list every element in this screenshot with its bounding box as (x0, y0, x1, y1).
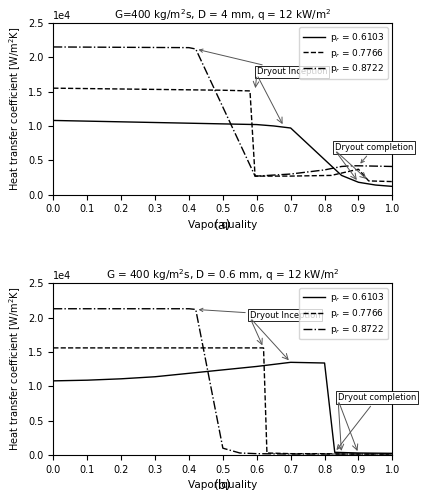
p$_r$ = 0.8722 (237, 450, 242, 456)
p$_r$ = 0.8722 (322, 167, 327, 173)
p$_r$ = 0.7766 (390, 178, 395, 184)
Text: Dryout Inception: Dryout Inception (199, 49, 327, 76)
p$_r$ = 0.6103 (356, 180, 361, 186)
p$_r$ = 0.7766 (261, 345, 266, 351)
p$_r$ = 0.7766 (390, 451, 395, 457)
Text: Dryout completion: Dryout completion (335, 143, 413, 163)
p$_r$ = 0.6103 (254, 122, 259, 128)
p$_r$ = 0.8722 (254, 450, 259, 456)
Y-axis label: Heat transfer coefficient [W/m$^2$K]: Heat transfer coefficient [W/m$^2$K] (7, 26, 23, 191)
p$_r$ = 0.6103 (271, 123, 276, 129)
p$_r$ = 0.6103 (332, 450, 337, 456)
p$_r$ = 0.7766 (252, 173, 258, 179)
p$_r$ = 0.7766 (220, 345, 225, 351)
p$_r$ = 0.6103 (288, 360, 293, 366)
p$_r$ = 0.6103 (356, 450, 361, 456)
p$_r$ = 0.7766 (356, 451, 361, 457)
Line: p$_r$ = 0.7766: p$_r$ = 0.7766 (53, 88, 392, 182)
p$_r$ = 0.6103 (271, 362, 276, 368)
p$_r$ = 0.7766 (288, 450, 293, 456)
Line: p$_r$ = 0.7766: p$_r$ = 0.7766 (53, 348, 392, 454)
p$_r$ = 0.8722 (187, 306, 192, 312)
p$_r$ = 0.8722 (254, 173, 259, 179)
p$_r$ = 0.6103 (153, 374, 158, 380)
p$_r$ = 0.8722 (51, 44, 56, 50)
p$_r$ = 0.6103 (390, 184, 395, 190)
p$_r$ = 0.7766 (51, 345, 56, 351)
Text: Dryout completion: Dryout completion (337, 393, 416, 450)
p$_r$ = 0.7766 (339, 451, 344, 457)
p$_r$ = 0.7766 (356, 166, 361, 172)
Line: p$_r$ = 0.6103: p$_r$ = 0.6103 (53, 362, 392, 454)
p$_r$ = 0.8722 (187, 44, 192, 51)
p$_r$ = 0.6103 (85, 377, 90, 383)
Line: p$_r$ = 0.6103: p$_r$ = 0.6103 (53, 120, 392, 186)
Line: p$_r$ = 0.8722: p$_r$ = 0.8722 (53, 308, 392, 454)
p$_r$ = 0.6103 (254, 364, 259, 370)
p$_r$ = 0.8722 (390, 451, 395, 457)
p$_r$ = 0.8722 (288, 171, 293, 177)
p$_r$ = 0.8722 (220, 445, 225, 451)
p$_r$ = 0.7766 (329, 172, 334, 178)
X-axis label: Vapor quality: Vapor quality (188, 480, 258, 490)
p$_r$ = 0.6103 (119, 376, 124, 382)
p$_r$ = 0.8722 (390, 164, 395, 170)
p$_r$ = 0.8722 (252, 173, 258, 179)
p$_r$ = 0.6103 (390, 450, 395, 456)
p$_r$ = 0.6103 (322, 360, 327, 366)
p$_r$ = 0.8722 (356, 451, 361, 457)
p$_r$ = 0.7766 (220, 87, 225, 93)
p$_r$ = 0.7766 (322, 450, 327, 456)
Text: Dryout Inception: Dryout Inception (200, 308, 320, 320)
p$_r$ = 0.8722 (193, 46, 198, 52)
p$_r$ = 0.8722 (288, 451, 293, 457)
p$_r$ = 0.8722 (356, 163, 361, 169)
p$_r$ = 0.8722 (339, 164, 344, 170)
p$_r$ = 0.7766 (51, 85, 56, 91)
p$_r$ = 0.8722 (51, 306, 56, 312)
p$_r$ = 0.7766 (288, 173, 293, 179)
p$_r$ = 0.8722 (349, 163, 354, 169)
Legend: p$_r$ = 0.6103, p$_r$ = 0.7766, p$_r$ = 0.8722: p$_r$ = 0.6103, p$_r$ = 0.7766, p$_r$ = … (299, 28, 388, 79)
X-axis label: Vapor quality: Vapor quality (188, 220, 258, 230)
p$_r$ = 0.6103 (288, 125, 293, 131)
p$_r$ = 0.7766 (247, 88, 252, 94)
Title: G = 400 kg/m$^2$s, D = 0.6 mm, q = 12 kW/m$^2$: G = 400 kg/m$^2$s, D = 0.6 mm, q = 12 kW… (106, 268, 340, 283)
Text: (a): (a) (214, 219, 232, 232)
p$_r$ = 0.7766 (366, 178, 371, 184)
p$_r$ = 0.7766 (264, 450, 269, 456)
Title: G=400 kg/m$^2$s, D = 4 mm, q = 12 kW/m$^2$: G=400 kg/m$^2$s, D = 4 mm, q = 12 kW/m$^… (114, 7, 332, 22)
p$_r$ = 0.6103 (51, 378, 56, 384)
Y-axis label: Heat transfer coefficient [W/m$^2$K]: Heat transfer coefficient [W/m$^2$K] (7, 287, 23, 452)
p$_r$ = 0.8722 (322, 451, 327, 457)
p$_r$ = 0.6103 (187, 370, 192, 376)
p$_r$ = 0.6103 (339, 172, 344, 178)
Line: p$_r$ = 0.8722: p$_r$ = 0.8722 (53, 47, 392, 176)
Legend: p$_r$ = 0.6103, p$_r$ = 0.7766, p$_r$ = 0.8722: p$_r$ = 0.6103, p$_r$ = 0.7766, p$_r$ = … (299, 288, 388, 340)
p$_r$ = 0.6103 (373, 182, 378, 188)
p$_r$ = 0.8722 (193, 306, 198, 312)
p$_r$ = 0.6103 (51, 118, 56, 124)
p$_r$ = 0.6103 (220, 367, 225, 373)
Text: (b): (b) (214, 480, 232, 492)
